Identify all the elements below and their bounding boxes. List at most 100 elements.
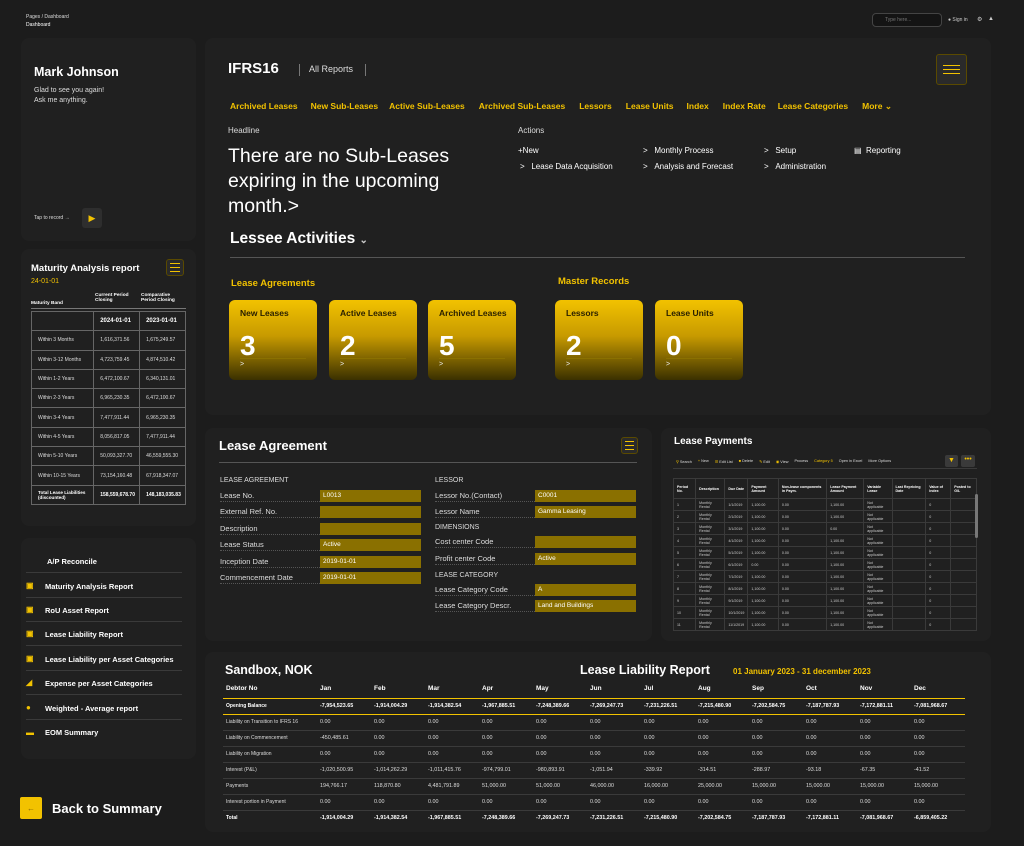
toolbar-more-options[interactable]: More Options xyxy=(868,459,892,463)
table-cell: 0.00 xyxy=(777,618,828,631)
table-cell: 7,477,911.44 xyxy=(93,407,141,428)
table-row[interactable]: 3 Monthly Rental 3/1/2019 1,100.00 0.00 0.00 N… xyxy=(672,522,977,535)
nav-index-rate[interactable]: Index Rate xyxy=(722,101,766,111)
nav-new-sub-leases[interactable]: New Sub-Leases xyxy=(310,101,379,111)
toolbar-open-excel[interactable]: Open in Excel xyxy=(838,459,863,463)
actions-label: Actions xyxy=(518,126,545,135)
table-row[interactable]: 5 Monthly Rental 5/1/2019 1,100.00 0.00 1,100… xyxy=(672,546,977,559)
record-play-button[interactable]: ▶ xyxy=(82,208,102,228)
kpi-active-leases[interactable]: Active Leases 2 > xyxy=(329,300,417,380)
column-header[interactable]: Due Date xyxy=(724,478,749,499)
nav-more[interactable]: More ⌄ xyxy=(862,101,892,112)
field-value[interactable]: Active xyxy=(320,539,421,551)
column-header[interactable]: Lease Payment Amount xyxy=(826,478,865,499)
table-cell: 1,100.00 xyxy=(747,510,779,523)
maturity-menu-button[interactable] xyxy=(166,259,184,276)
toolbar-edit[interactable]: ✎ Edit xyxy=(759,459,770,464)
table-row[interactable]: 9 Monthly Rental 9/1/2019 1,100.00 0.00 1,100… xyxy=(672,594,977,607)
table-cell: Within 5-10 Years xyxy=(30,446,95,467)
toolbar-new[interactable]: + New xyxy=(698,459,709,463)
sidebar-item-ap-reconcile[interactable]: A/P Reconcile xyxy=(26,550,182,573)
column-header[interactable]: Last Repricing Date xyxy=(891,478,927,499)
kpi-new-leases[interactable]: New Leases 3 > xyxy=(229,300,317,380)
table-cell: Within 10-15 Years xyxy=(30,465,95,486)
all-reports-link[interactable]: All Reports xyxy=(309,64,354,74)
table-row[interactable]: 11 Monthly Rental 11/1/2019 1,100.00 0.00 1,1… xyxy=(672,618,977,631)
column-header[interactable]: Non-lease components in Paym. xyxy=(777,478,828,499)
scrollbar-thumb[interactable] xyxy=(975,494,978,538)
table-row[interactable]: 2 Monthly Rental 2/1/2019 1,100.00 0.00 1,100… xyxy=(672,510,977,523)
field-value[interactable]: Gamma Leasing xyxy=(535,506,636,518)
field-value[interactable]: 2019-01-01 xyxy=(320,556,421,568)
table-row[interactable]: 1 Monthly Rental 1/1/2019 1,100.00 0.00 1,100… xyxy=(672,498,977,511)
greeting-line-2: Ask me anything. xyxy=(34,97,88,104)
kpi-lessors[interactable]: Lessors 2 > xyxy=(555,300,643,380)
signin-link[interactable]: ● Sign in xyxy=(948,17,968,23)
table-row[interactable]: 6 Monthly Rental 6/1/2019 0.00 0.00 1,100.00 N… xyxy=(672,558,977,571)
more-icon[interactable]: ••• xyxy=(961,455,975,467)
nav-lessors[interactable]: Lessors xyxy=(579,101,612,111)
table-row[interactable]: 10 Monthly Rental 10/1/2019 1,100.00 0.00 1,1… xyxy=(672,606,977,619)
sidebar-item-liability[interactable]: ▣ Lease Liability Report xyxy=(26,623,182,646)
sidebar-item-liability-categories[interactable]: ▣ Lease Liability per Asset Categories xyxy=(26,648,182,671)
search-input[interactable] xyxy=(872,13,942,27)
toolbar-delete[interactable]: ■ Delete xyxy=(739,459,753,463)
column-header[interactable]: Value of Index xyxy=(925,478,952,499)
sidebar-item-expense[interactable]: ◢ Expense per Asset Categories xyxy=(26,672,182,695)
kpi-archived-leases[interactable]: Archived Leases 5 > xyxy=(428,300,516,380)
lessee-activities-title[interactable]: Lessee Activities ⌄ xyxy=(230,230,368,248)
headline-text[interactable]: There are no Sub-Leases expiring in the … xyxy=(228,145,450,217)
table-row[interactable]: 8 Monthly Rental 8/1/2019 1,100.00 0.00 1,100… xyxy=(672,582,977,595)
nav-archived-sub-leases[interactable]: Archived Sub-Leases xyxy=(478,101,566,111)
toolbar-view[interactable]: ◉ View xyxy=(776,459,789,464)
action-lease-data[interactable]: > Lease Data Acquisition xyxy=(520,162,613,171)
field-value[interactable]: 2019-01-01 xyxy=(320,572,421,584)
table-cell: 1,100.00 xyxy=(826,546,865,559)
action-analysis[interactable]: > Analysis and Forecast xyxy=(643,162,734,171)
report-period: 01 January 2023 - 31 december 2023 xyxy=(733,667,871,676)
toolbar-search[interactable]: ⚲ Search xyxy=(676,459,692,464)
field-value[interactable]: A xyxy=(535,584,636,596)
filter-icon[interactable]: ▼ xyxy=(945,455,958,467)
toolbar-edit-list[interactable]: ☰ Edit List xyxy=(715,459,733,464)
column-header[interactable]: Description xyxy=(695,478,726,499)
action-monthly[interactable]: > Monthly Process xyxy=(643,146,714,155)
total-label: Total Lease Liabilities (discounted) xyxy=(30,484,95,505)
field-value[interactable]: C0001 xyxy=(535,490,636,502)
nav-lease-categories[interactable]: Lease Categories xyxy=(777,101,849,111)
action-new[interactable]: +New xyxy=(518,146,539,155)
lease-agreement-menu-button[interactable] xyxy=(621,437,638,454)
field-value[interactable] xyxy=(320,523,421,535)
sidebar-item-rou[interactable]: ▣ RoU Asset Report xyxy=(26,599,182,622)
nav-lease-units[interactable]: Lease Units xyxy=(625,101,674,111)
action-administration[interactable]: > Administration xyxy=(764,162,827,171)
field-value[interactable] xyxy=(535,536,636,548)
toolbar-category[interactable]: Category 5 xyxy=(814,459,833,463)
column-header[interactable]: Posted to G/L xyxy=(950,478,977,499)
field-value[interactable]: Land and Buildings xyxy=(535,600,636,612)
column-header[interactable]: Period No. xyxy=(672,478,697,499)
field-value[interactable]: L0013 xyxy=(320,490,421,502)
action-reporting[interactable]: ▤ Reporting xyxy=(854,146,901,155)
sidebar-item-eom[interactable]: ▬ EOM Summary xyxy=(26,721,182,744)
column-header[interactable]: Variable Lease xyxy=(863,478,893,499)
back-icon[interactable]: ← xyxy=(20,797,42,819)
field-value[interactable] xyxy=(320,506,421,518)
column-header[interactable]: Payment Amount xyxy=(747,478,779,499)
field-external-ref: External Ref. No. xyxy=(220,506,421,518)
toolbar-process[interactable]: Process xyxy=(794,459,809,463)
table-row[interactable]: 4 Monthly Rental 4/1/2019 1,100.00 0.00 1,100… xyxy=(672,534,977,547)
action-setup[interactable]: > Setup xyxy=(764,146,797,155)
nav-active-sub-leases[interactable]: Active Sub-Leases xyxy=(389,101,465,111)
nav-archived-leases[interactable]: Archived Leases xyxy=(230,101,298,111)
back-to-summary-link[interactable]: Back to Summary xyxy=(52,801,162,816)
bell-icon[interactable]: ▲ xyxy=(988,16,994,22)
field-value[interactable]: Active xyxy=(535,553,636,565)
sidebar-item-weighted[interactable]: ● Weighted - Average report xyxy=(26,697,182,720)
gear-icon[interactable]: ⚙ xyxy=(977,17,983,23)
table-row[interactable]: 7 Monthly Rental 7/1/2019 1,100.00 0.00 1,100… xyxy=(672,570,977,583)
nav-index[interactable]: Index xyxy=(686,101,709,111)
main-menu-button[interactable] xyxy=(936,54,967,85)
kpi-lease-units[interactable]: Lease Units 0 > xyxy=(655,300,743,380)
sidebar-item-maturity[interactable]: ▣ Maturity Analysis Report xyxy=(26,575,182,598)
